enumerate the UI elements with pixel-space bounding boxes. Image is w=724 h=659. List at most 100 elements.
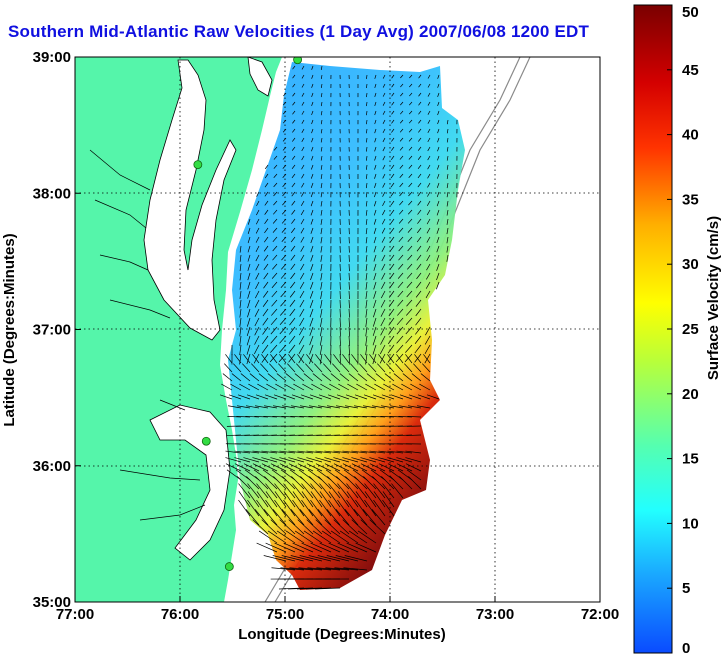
velocity-vector bbox=[316, 567, 341, 571]
velocity-vector bbox=[382, 499, 395, 517]
velocity-vector bbox=[446, 245, 449, 253]
velocity-vector bbox=[334, 469, 350, 481]
velocity-vector bbox=[249, 373, 260, 382]
velocity-vector bbox=[418, 92, 422, 97]
velocity-vector bbox=[399, 110, 404, 115]
velocity-vector bbox=[285, 373, 296, 382]
velocity-vector bbox=[355, 542, 377, 553]
velocity-vector bbox=[357, 530, 377, 544]
velocity-vector bbox=[290, 272, 296, 280]
velocity-vector bbox=[380, 416, 395, 418]
velocity-vector bbox=[339, 344, 341, 356]
velocity-vector bbox=[265, 483, 278, 499]
velocity-vector bbox=[348, 373, 359, 382]
velocity-vector bbox=[374, 383, 386, 391]
velocity-vector bbox=[333, 457, 350, 463]
velocity-vector bbox=[255, 476, 269, 490]
velocity-vector bbox=[374, 164, 377, 170]
velocity-vector bbox=[368, 363, 377, 373]
velocity-vector bbox=[416, 405, 431, 409]
velocity-vector bbox=[400, 83, 404, 88]
velocity-vector bbox=[245, 509, 260, 526]
velocity-vector bbox=[406, 469, 422, 481]
velocity-vector bbox=[246, 394, 260, 400]
velocity-vector bbox=[236, 405, 251, 409]
velocity-vector bbox=[256, 200, 260, 207]
velocity-vector bbox=[436, 263, 440, 271]
velocity-vector bbox=[292, 137, 296, 142]
velocity-vector bbox=[234, 450, 251, 454]
velocity-vector bbox=[303, 530, 323, 544]
velocity-vector bbox=[299, 326, 305, 336]
velocity-vector bbox=[346, 499, 359, 517]
velocity-vector bbox=[417, 191, 422, 197]
velocity-vector bbox=[384, 373, 395, 382]
velocity-vector bbox=[408, 476, 422, 490]
velocity-vector bbox=[301, 491, 314, 508]
velocity-vector bbox=[306, 450, 323, 454]
velocity-vector bbox=[279, 354, 287, 364]
velocity-vector bbox=[427, 173, 431, 179]
velocity-vector bbox=[408, 182, 413, 188]
velocity-vector bbox=[226, 469, 242, 481]
velocity-vector bbox=[390, 394, 404, 400]
velocity-vector bbox=[320, 200, 323, 207]
velocity-vector bbox=[311, 383, 323, 391]
velocity-vector bbox=[317, 509, 332, 526]
velocity-vector bbox=[389, 245, 395, 252]
velocity-vector bbox=[320, 137, 323, 143]
velocity-vector bbox=[227, 405, 242, 409]
velocity-vector bbox=[353, 405, 368, 409]
velocity-vector bbox=[311, 155, 314, 161]
velocity-vector bbox=[427, 101, 431, 106]
velocity-vector bbox=[293, 383, 305, 391]
velocity-vector bbox=[301, 155, 305, 161]
velocity-vector bbox=[436, 236, 440, 244]
velocity-vector bbox=[372, 344, 377, 355]
velocity-vector bbox=[437, 146, 440, 152]
velocity-vector bbox=[225, 354, 233, 364]
velocity-vector bbox=[446, 182, 449, 189]
velocity-vector bbox=[291, 209, 296, 215]
velocity-vector bbox=[320, 65, 323, 71]
colorbar-tick-label: 5 bbox=[682, 580, 690, 597]
velocity-vector bbox=[374, 83, 377, 88]
velocity-vector bbox=[299, 416, 314, 418]
velocity-vector bbox=[318, 394, 332, 400]
velocity-vector bbox=[415, 317, 422, 326]
velocity-vector bbox=[257, 383, 269, 391]
x-tick-label: 77:00 bbox=[56, 606, 94, 623]
velocity-vector bbox=[378, 457, 395, 463]
velocity-vector bbox=[360, 463, 377, 472]
velocity-vector bbox=[255, 227, 260, 234]
velocity-vector bbox=[312, 530, 332, 544]
velocity-vector bbox=[285, 530, 305, 544]
velocity-vector bbox=[279, 463, 296, 472]
velocity-vector bbox=[262, 299, 269, 307]
velocity-vector bbox=[373, 491, 386, 508]
velocity-vector bbox=[326, 555, 350, 562]
velocity-vector bbox=[272, 509, 287, 526]
velocity-vector bbox=[427, 119, 431, 124]
velocity-vector bbox=[252, 519, 269, 535]
velocity-vector bbox=[377, 363, 386, 373]
velocity-vector bbox=[342, 354, 350, 364]
velocity-vector bbox=[427, 191, 431, 197]
velocity-vector bbox=[309, 476, 323, 490]
delaware-bay bbox=[247, 57, 273, 97]
velocity-vector bbox=[390, 209, 395, 215]
velocity-vector bbox=[264, 394, 278, 400]
velocity-vector bbox=[381, 254, 386, 262]
velocity-vector bbox=[254, 317, 260, 327]
velocity-vector bbox=[239, 254, 242, 262]
velocity-vector bbox=[278, 587, 305, 590]
velocity-vector bbox=[280, 469, 296, 481]
velocity-vector bbox=[317, 405, 332, 409]
velocity-vector bbox=[436, 218, 440, 225]
velocity-vector bbox=[366, 146, 368, 152]
velocity-vector bbox=[408, 110, 413, 115]
velocity-vector bbox=[270, 457, 287, 463]
velocity-vector bbox=[374, 101, 377, 107]
velocity-vector bbox=[238, 483, 251, 499]
velocity-vector bbox=[383, 383, 395, 391]
